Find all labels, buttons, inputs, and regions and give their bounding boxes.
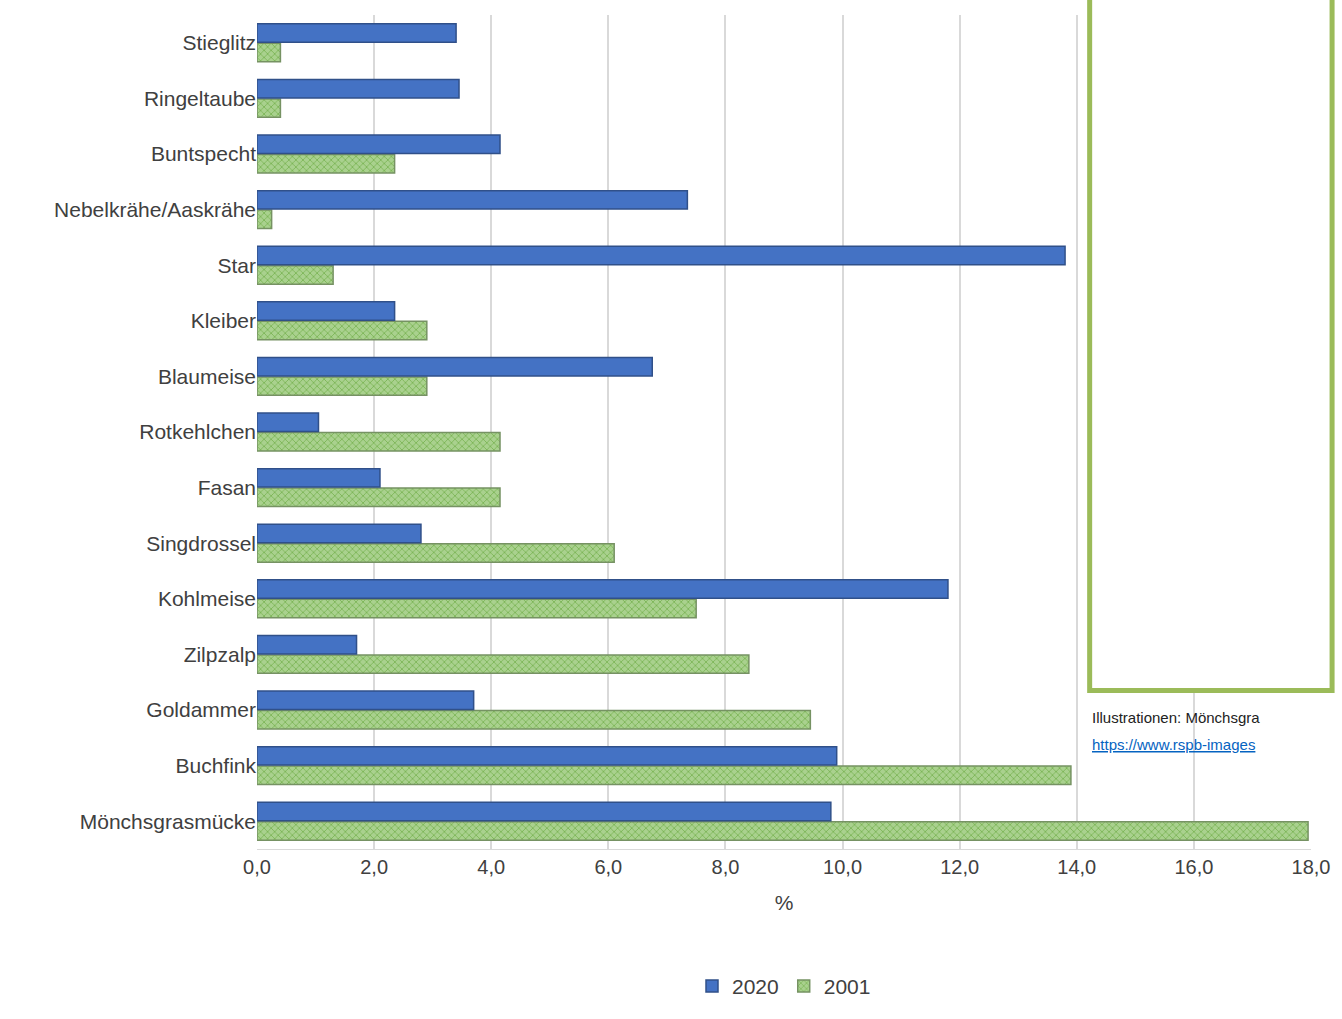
svg-text:Fasan: Fasan — [198, 476, 256, 499]
svg-text:Rotkehlchen: Rotkehlchen — [139, 420, 256, 443]
svg-text:Stieglitz: Stieglitz — [182, 31, 256, 54]
svg-text:Ringeltaube: Ringeltaube — [144, 87, 256, 110]
svg-text:Illustrationen: Mönchsgra: Illustrationen: Mönchsgra — [1092, 709, 1260, 726]
svg-text:2020: 2020 — [732, 975, 779, 998]
svg-text:14,0: 14,0 — [1057, 856, 1096, 878]
svg-text:Kleiber: Kleiber — [191, 309, 256, 332]
svg-text:18,0: 18,0 — [1292, 856, 1331, 878]
svg-text:Zilpzalp: Zilpzalp — [184, 643, 256, 666]
svg-text:Nebelkrähe/Aaskrähe: Nebelkrähe/Aaskrähe — [54, 198, 256, 221]
svg-text:2,0: 2,0 — [360, 856, 388, 878]
svg-text:%: % — [775, 891, 794, 914]
svg-text:16,0: 16,0 — [1174, 856, 1213, 878]
svg-text:4,0: 4,0 — [477, 856, 505, 878]
svg-text:0,0: 0,0 — [243, 856, 271, 878]
svg-text:6,0: 6,0 — [594, 856, 622, 878]
svg-text:10,0: 10,0 — [823, 856, 862, 878]
svg-text:Star: Star — [217, 254, 256, 277]
svg-text:Goldammer: Goldammer — [146, 698, 256, 721]
svg-text:Buntspecht: Buntspecht — [151, 142, 256, 165]
svg-text:Blaumeise: Blaumeise — [158, 365, 256, 388]
svg-text:12,0: 12,0 — [940, 856, 979, 878]
svg-text:Mönchsgrasmücke: Mönchsgrasmücke — [80, 810, 256, 833]
svg-text:8,0: 8,0 — [712, 856, 740, 878]
svg-text:Buchfink: Buchfink — [175, 754, 256, 777]
svg-text:Kohlmeise: Kohlmeise — [158, 587, 256, 610]
svg-text:2001: 2001 — [824, 975, 871, 998]
svg-text:Singdrossel: Singdrossel — [146, 532, 256, 555]
svg-text:https://www.rspb-images: https://www.rspb-images — [1092, 736, 1255, 753]
